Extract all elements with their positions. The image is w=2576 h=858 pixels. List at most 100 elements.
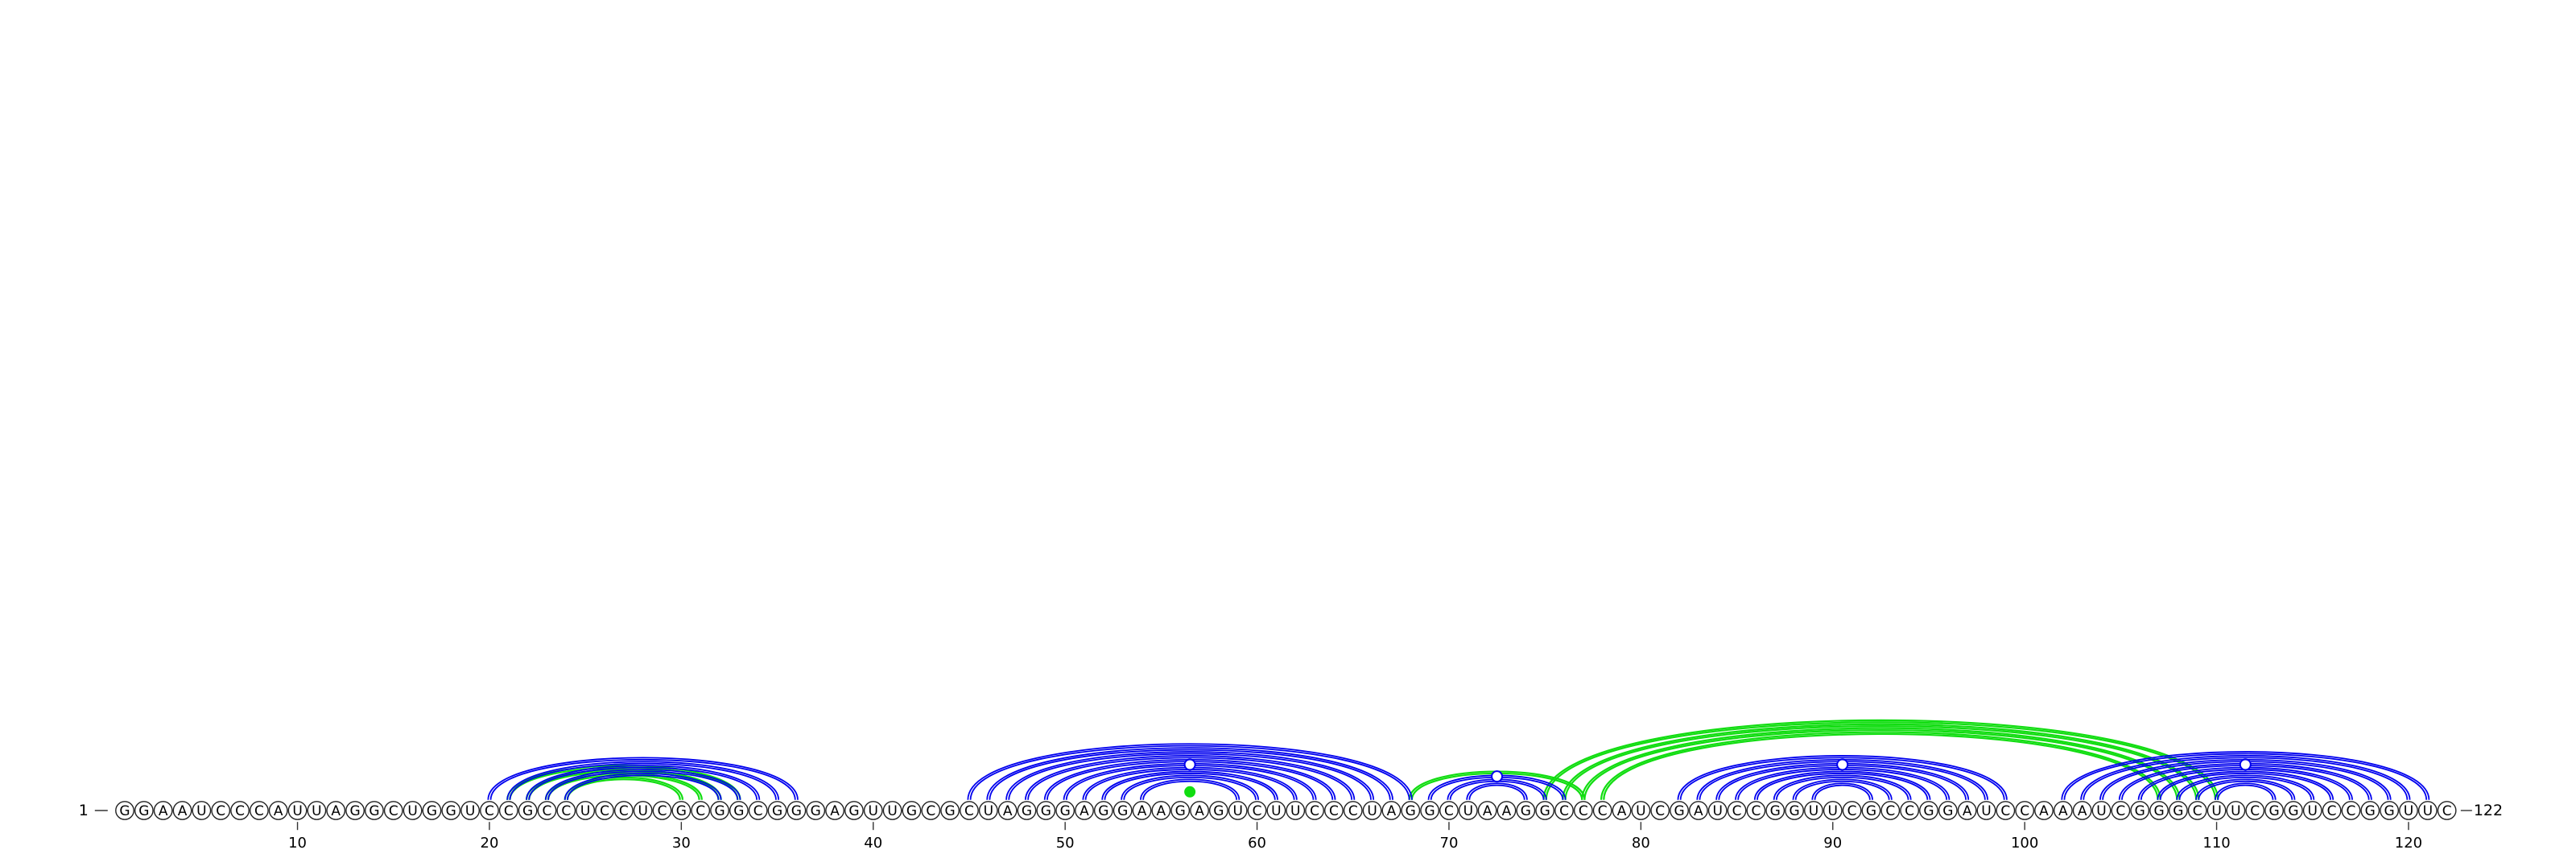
- base-69-circle: [1420, 801, 1440, 820]
- base-17-letter: G: [427, 803, 437, 819]
- blue-arc-71-74-b: [1468, 784, 1525, 800]
- blue-arc-53-60-b: [1123, 776, 1257, 800]
- base-75-circle: [1535, 801, 1555, 820]
- base-21-circle: [498, 801, 518, 820]
- base-111-letter: U: [2231, 803, 2240, 819]
- base-68-circle: [1401, 801, 1421, 820]
- base-54-circle: [1132, 801, 1152, 820]
- base-90-circle: [1823, 801, 1843, 820]
- base-39-circle: [844, 801, 864, 820]
- base-120-letter: U: [2404, 803, 2413, 819]
- base-104-circle: [2091, 801, 2112, 820]
- base-103-letter: A: [2078, 803, 2087, 819]
- base-87-circle: [1765, 801, 1785, 820]
- base-65-letter: C: [1348, 803, 1358, 819]
- blue-arc-24-32-a: [564, 773, 722, 800]
- base-87-letter: G: [1770, 803, 1781, 819]
- base-31-letter: C: [696, 803, 705, 819]
- base-19-circle: [460, 801, 481, 820]
- base-71-circle: [1458, 801, 1478, 820]
- base-42-letter: G: [906, 803, 917, 819]
- base-26-letter: C: [600, 803, 609, 819]
- base-51-letter: A: [1080, 803, 1089, 819]
- base-81-letter: C: [1655, 803, 1665, 819]
- base-18-letter: G: [446, 803, 456, 819]
- green-marker-56.5: [1184, 786, 1196, 798]
- blue-arc-21-35-a: [506, 761, 780, 800]
- blue-arc-82-99-a: [1677, 755, 2008, 800]
- tick-label-120: 120: [2395, 835, 2422, 852]
- green-arc-24-30-a: [564, 776, 684, 800]
- tick-label-80: 80: [1632, 835, 1650, 852]
- base-115-letter: U: [2308, 803, 2318, 819]
- blue-arc-110-113-a: [2215, 782, 2277, 800]
- base-51-circle: [1075, 801, 1094, 820]
- base-4-letter: A: [178, 803, 188, 819]
- base-73-circle: [1496, 801, 1517, 820]
- base-25-letter: U: [580, 803, 590, 819]
- base-112-circle: [2245, 801, 2265, 820]
- base-108-circle: [2168, 801, 2188, 820]
- base-28-letter: U: [638, 803, 647, 819]
- base-5-circle: [192, 801, 212, 820]
- base-53-letter: G: [1117, 803, 1128, 819]
- base-99-letter: C: [2000, 803, 2010, 819]
- base-34-circle: [748, 801, 768, 820]
- green-arc-75-110-a: [1542, 719, 2219, 800]
- blue-arc-46-67-a: [986, 747, 1393, 800]
- base-112-letter: C: [2250, 803, 2260, 819]
- base-107-letter: G: [2153, 803, 2164, 819]
- base-63-circle: [1305, 801, 1324, 820]
- base-16-letter: U: [407, 803, 417, 819]
- base-92-letter: G: [1866, 803, 1876, 819]
- base-108-letter: G: [2173, 803, 2183, 819]
- base-119-circle: [2380, 801, 2400, 820]
- base-86-circle: [1746, 801, 1766, 820]
- base-18-circle: [441, 801, 461, 820]
- base-22-letter: G: [522, 803, 533, 819]
- base-79-circle: [1612, 801, 1632, 820]
- base-89-letter: U: [1809, 803, 1818, 819]
- base-38-letter: A: [830, 803, 840, 819]
- base-45-letter: C: [964, 803, 974, 819]
- base-16-circle: [402, 801, 423, 820]
- blue-arc-54-59-a: [1140, 778, 1241, 800]
- base-30-circle: [671, 801, 691, 820]
- base-73-letter: A: [1502, 803, 1512, 819]
- base-39-letter: G: [848, 803, 859, 819]
- base-61-letter: U: [1271, 803, 1281, 819]
- base-98-circle: [1976, 801, 1996, 820]
- base-82-letter: G: [1674, 803, 1684, 819]
- base-97-circle: [1957, 801, 1977, 820]
- base-37-circle: [806, 801, 826, 820]
- base-84-letter: U: [1712, 803, 1722, 819]
- base-76-circle: [1554, 801, 1574, 820]
- blue-arc-88-93-a: [1792, 778, 1893, 800]
- base-75-letter: G: [1540, 803, 1550, 819]
- base-65-circle: [1343, 801, 1363, 820]
- base-50-letter: G: [1060, 803, 1071, 819]
- blue-arc-21-35-b: [509, 762, 777, 800]
- base-110-circle: [2207, 801, 2227, 820]
- base-27-letter: C: [619, 803, 629, 819]
- tick-label-30: 30: [672, 835, 691, 852]
- base-52-circle: [1093, 801, 1113, 820]
- blue-arc-52-61-a: [1101, 770, 1278, 800]
- blue-arc-86-95-a: [1753, 770, 1931, 800]
- base-40-circle: [863, 801, 883, 820]
- base-84-circle: [1707, 801, 1728, 820]
- base-74-letter: G: [1521, 803, 1531, 819]
- base-58-circle: [1208, 801, 1228, 820]
- base-1-letter: G: [119, 803, 130, 819]
- base-44-circle: [940, 801, 960, 820]
- base-64-circle: [1324, 801, 1344, 820]
- blue-arc-107-116-b: [2159, 773, 2331, 800]
- position-axis: 1 122 10 20 30 40 50 60 70 80 90 100 110 120: [79, 802, 2503, 852]
- base-13-letter: G: [349, 803, 360, 819]
- blue-arc-45-68-b: [969, 745, 1410, 800]
- tick-label-100: 100: [2011, 835, 2038, 852]
- base-90-letter: U: [1828, 803, 1838, 819]
- base-120-circle: [2399, 801, 2418, 820]
